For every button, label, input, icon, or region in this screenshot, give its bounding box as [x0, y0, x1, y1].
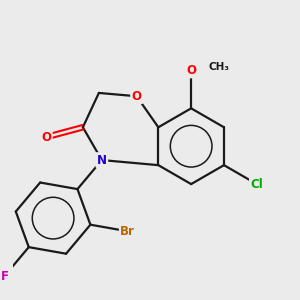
Text: F: F	[0, 270, 8, 283]
Text: O: O	[186, 64, 196, 77]
Text: O: O	[41, 130, 51, 144]
Text: O: O	[132, 90, 142, 103]
Text: N: N	[97, 154, 107, 166]
Text: Br: Br	[120, 225, 135, 238]
Text: CH₃: CH₃	[208, 62, 229, 72]
Text: Cl: Cl	[250, 178, 263, 190]
